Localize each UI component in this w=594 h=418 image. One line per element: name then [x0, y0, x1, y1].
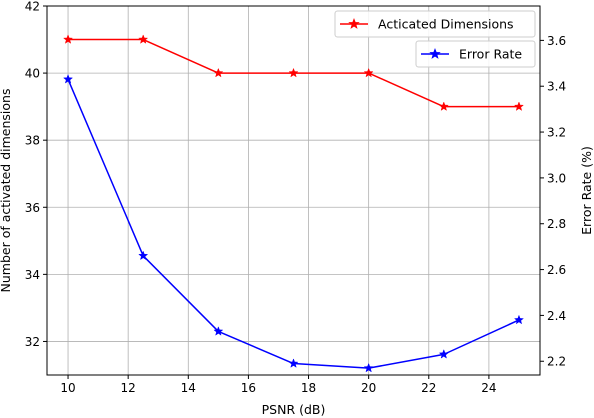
y-right-tick-label: 2.6: [547, 263, 566, 277]
y-left-tick-label: 32: [25, 335, 40, 349]
x-axis: 10 12 14 16 18 20 22 24: [60, 375, 497, 395]
data-point-acticated-dimensions: [138, 34, 149, 44]
data-point-error-rate: [138, 250, 149, 261]
data-point-acticated-dimensions: [62, 34, 74, 44]
x-axis-label: PSNR (dB): [262, 402, 326, 417]
data-point-error-rate: [288, 358, 299, 368]
y-axis-left: 32 34 36 38 40 42: [25, 0, 47, 349]
legend-label: Error Rate: [459, 47, 522, 62]
series-error-rate: [62, 74, 525, 373]
data-point-acticated-dimensions: [438, 101, 449, 111]
data-point-acticated-dimensions: [213, 67, 224, 78]
x-tick-label: 16: [241, 381, 256, 395]
y-axis-right-label: Error Rate (%): [579, 146, 594, 235]
y-left-tick-label: 40: [25, 67, 40, 81]
data-point-acticated-dimensions: [513, 101, 525, 111]
y-right-tick-label: 3.2: [547, 126, 566, 140]
x-tick-label: 14: [181, 381, 196, 395]
x-tick-label: 12: [121, 381, 136, 395]
series-layer: [62, 34, 525, 373]
data-point-error-rate: [363, 362, 374, 373]
x-tick-label: 22: [421, 381, 436, 395]
data-point-error-rate: [62, 74, 74, 84]
y-left-tick-label: 38: [25, 134, 40, 148]
y-right-tick-label: 3.0: [547, 171, 566, 185]
y-right-tick-label: 2.8: [547, 217, 566, 231]
legend-frame: [334, 10, 536, 38]
x-tick-label: 10: [60, 381, 75, 395]
x-tick-label: 20: [361, 381, 376, 395]
x-tick-label: 24: [481, 381, 496, 395]
series-acticated-dimensions: [62, 34, 525, 111]
y-left-tick-label: 34: [25, 268, 40, 282]
series-line-error-rate: [67, 79, 520, 369]
y-right-tick-label: 3.6: [547, 34, 566, 48]
data-point-error-rate: [513, 314, 525, 325]
legend-label: Acticated Dimensions: [378, 17, 514, 32]
data-point-error-rate: [438, 349, 449, 359]
legend-star-marker-icon: [429, 47, 441, 59]
y-right-tick-label: 2.4: [547, 309, 566, 323]
y-axis-right: 2.2 2.4 2.6 2.8 3.0 3.2 3.4 3.6: [540, 34, 566, 369]
legend-box-error-rate: Error Rate: [415, 40, 536, 68]
plot-frame: [46, 5, 541, 376]
y-left-tick-label: 42: [25, 0, 40, 14]
data-point-error-rate: [213, 326, 224, 336]
data-point-acticated-dimensions: [288, 67, 299, 78]
legend-box-activated-dimensions: Acticated Dimensions: [334, 10, 536, 38]
legend-star-marker-icon: [348, 17, 360, 29]
x-tick-label: 18: [301, 381, 316, 395]
y-right-tick-label: 3.4: [547, 80, 566, 94]
data-point-acticated-dimensions: [363, 67, 374, 78]
y-left-tick-label: 36: [25, 201, 40, 215]
y-axis-left-label: Number of activated dimensions: [0, 89, 13, 293]
y-right-tick-label: 2.2: [547, 355, 566, 369]
legend-frame: [415, 40, 536, 68]
